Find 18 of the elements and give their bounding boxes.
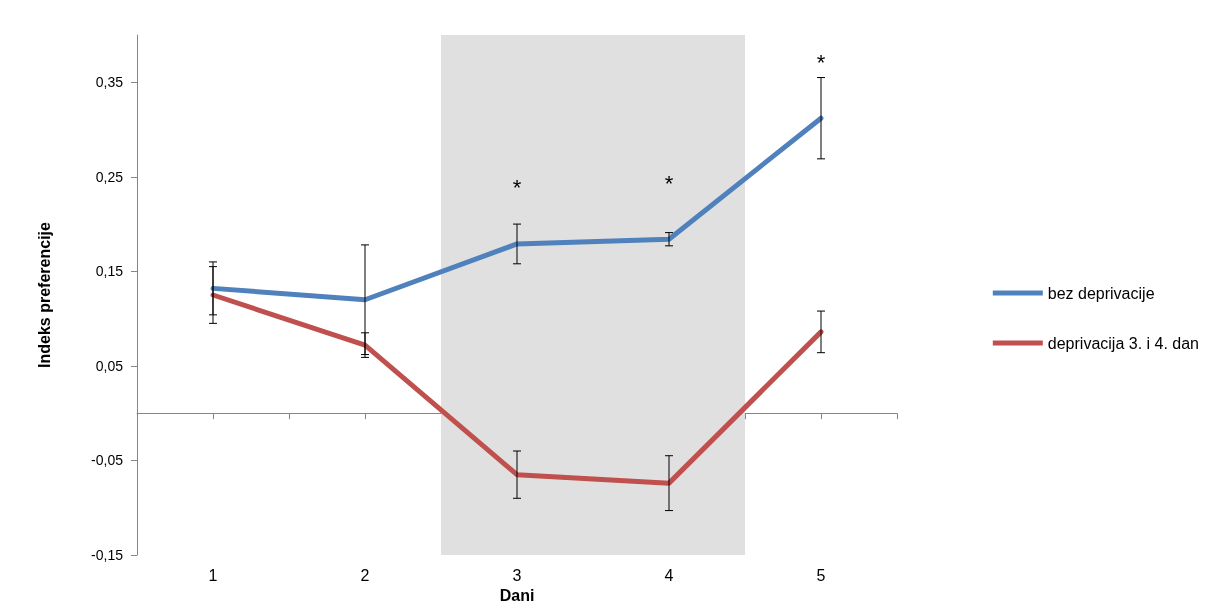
y-tick-label: -0,15 [91, 547, 124, 563]
y-tick-label: -0,05 [91, 452, 124, 469]
annotation: * [512, 175, 522, 201]
annotation: * [816, 49, 826, 75]
y-tick-label: 0,05 [95, 357, 124, 374]
annotation: * [664, 170, 674, 196]
y-tick-label: 0,25 [95, 168, 124, 185]
x-tick-label: 2 [360, 566, 370, 584]
x-tick-label: 3 [512, 566, 522, 584]
y-tick-label: 0,35 [95, 74, 124, 91]
y-tick-label: 0,15 [95, 263, 124, 280]
x-tick-label: 1 [208, 566, 218, 584]
x-tick-label: 5 [816, 566, 826, 584]
y-axis-title: Indeks preferencije [35, 221, 53, 368]
legend-label: deprivacija 3. i 4. dan [1047, 334, 1199, 352]
legend-label: bez deprivacije [1047, 284, 1155, 302]
x-axis-title: Dani [499, 587, 535, 605]
x-tick-label: 4 [664, 566, 674, 584]
